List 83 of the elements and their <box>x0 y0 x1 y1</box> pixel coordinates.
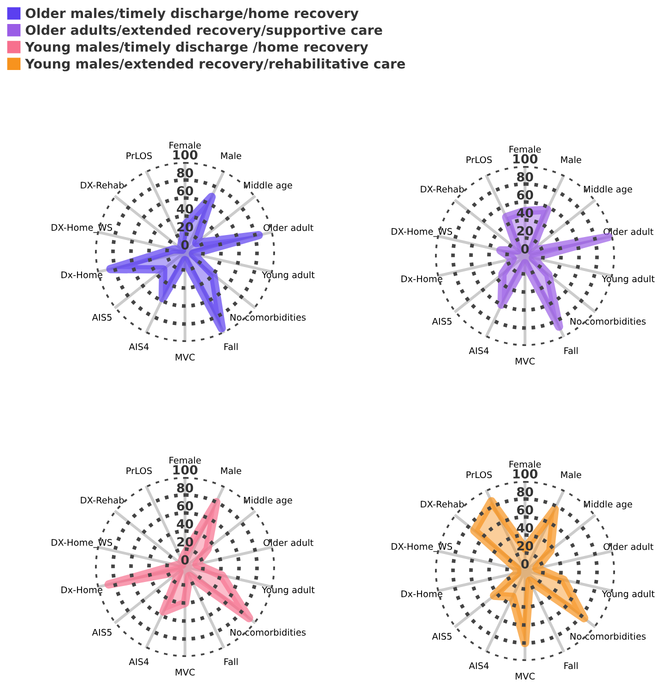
spoke-label: AIS4 <box>128 343 149 350</box>
spoke-label: Female <box>510 146 541 153</box>
y-tick-label: 100 <box>513 154 538 164</box>
spoke-label: DX-Home_WS <box>52 539 112 548</box>
y-tick-label: 20 <box>517 226 534 236</box>
spoke-label: MVC <box>516 672 535 680</box>
legend-label: Young males/extended recovery/rehabilitative care <box>24 58 405 72</box>
spoke-label: No comorbidities <box>570 318 646 325</box>
spoke-label: Male <box>561 471 582 478</box>
spoke-label: Female <box>510 460 541 468</box>
spoke-label: AIS4 <box>468 347 489 354</box>
y-tick-label: 100 <box>513 469 538 479</box>
spoke-label: DX-Home_WS <box>392 228 452 237</box>
legend-label: Older males/timely discharge/home recovery <box>26 8 359 21</box>
spoke-label: MVC <box>176 354 195 361</box>
spoke-label: DX-Rehab <box>80 182 124 189</box>
spoke-label: DX-Home_WS <box>52 224 112 233</box>
spoke-label: No comorbidities <box>230 314 306 321</box>
spoke-label: Middle age <box>244 496 292 506</box>
spoke-label: Female <box>170 142 201 149</box>
spoke-label: Fall <box>224 343 238 350</box>
y-tick-label: 0 <box>181 555 189 565</box>
spoke-label: Middle age <box>584 500 632 510</box>
spoke-label: Middle age <box>244 182 292 190</box>
spoke-label: Young adult <box>602 275 655 284</box>
spoke-label: MVC <box>176 668 195 676</box>
y-tick-label: 0 <box>181 240 189 250</box>
y-tick-label: 100 <box>173 465 198 475</box>
spoke-label: DX-Rehab <box>420 500 464 508</box>
spoke-label: MVC <box>516 358 535 365</box>
y-tick-label: 40 <box>516 523 534 533</box>
spoke-label: Dx-Home <box>61 586 102 594</box>
spoke-label: PrLOS <box>126 467 152 474</box>
spoke-label: AIS4 <box>128 658 149 666</box>
spoke-label: Young adult <box>262 271 315 280</box>
spoke-label: Older adult <box>604 228 654 236</box>
y-tick-label: 40 <box>516 208 534 218</box>
spoke-label: AIS5 <box>92 314 112 321</box>
spoke-label: No comorbidities <box>230 628 306 636</box>
y-tick-label: 40 <box>176 204 194 214</box>
spoke-label: DX-Home_WS <box>392 543 452 552</box>
spoke-label: Older adult <box>604 543 654 550</box>
spoke-label: AIS5 <box>432 632 452 640</box>
y-tick-label: 0 <box>521 244 529 254</box>
spoke-label: PrLOS <box>126 152 152 160</box>
spoke-label: Older adult <box>264 539 314 546</box>
y-tick-label: 80 <box>177 168 194 178</box>
y-tick-label: 60 <box>177 501 194 511</box>
spoke-label: Middle age <box>584 186 632 194</box>
spoke-label: Young adult <box>262 586 315 595</box>
spoke-label: PrLOS <box>466 156 492 164</box>
spoke-label: Fall <box>224 658 238 666</box>
spoke-label: Fall <box>564 347 578 354</box>
spoke-label: Fall <box>564 662 578 670</box>
y-tick-label: 100 <box>173 150 198 160</box>
y-tick-label: 80 <box>177 483 194 493</box>
y-tick-label: 20 <box>177 537 194 547</box>
y-tick-label: 80 <box>517 487 534 497</box>
spoke-label: DX-Rehab <box>80 496 124 504</box>
y-tick-label: 60 <box>517 505 534 515</box>
y-tick-label: 0 <box>521 559 529 569</box>
spoke-label: Older adult <box>264 224 314 232</box>
spoke-label: AIS5 <box>432 318 452 325</box>
spoke-label: AIS5 <box>92 628 112 636</box>
spoke-label: Young adult <box>602 590 655 599</box>
spoke-label: PrLOS <box>466 471 492 478</box>
spoke-label: Dx-Home <box>61 271 102 278</box>
spoke-label: Male <box>561 156 582 164</box>
spoke-label: Dx-Home <box>401 590 442 598</box>
spoke-label: AIS4 <box>468 662 489 670</box>
y-tick-label: 60 <box>177 186 194 196</box>
spoke-label: Male <box>221 152 242 160</box>
spoke-label: Dx-Home <box>401 275 442 282</box>
legend-label: Older adults/extended recovery/supportive care <box>26 24 382 38</box>
spoke-label: Male <box>221 467 242 474</box>
y-tick-label: 20 <box>517 541 534 551</box>
y-tick-label: 60 <box>517 190 534 200</box>
spoke-label: DX-Rehab <box>420 186 464 193</box>
spoke-label: No comorbidities <box>570 632 646 640</box>
y-tick-label: 40 <box>176 519 194 529</box>
legend-label: Young males/timely discharge /home recovery <box>24 42 368 54</box>
spoke-label: Female <box>170 456 201 464</box>
y-tick-label: 80 <box>517 172 534 182</box>
